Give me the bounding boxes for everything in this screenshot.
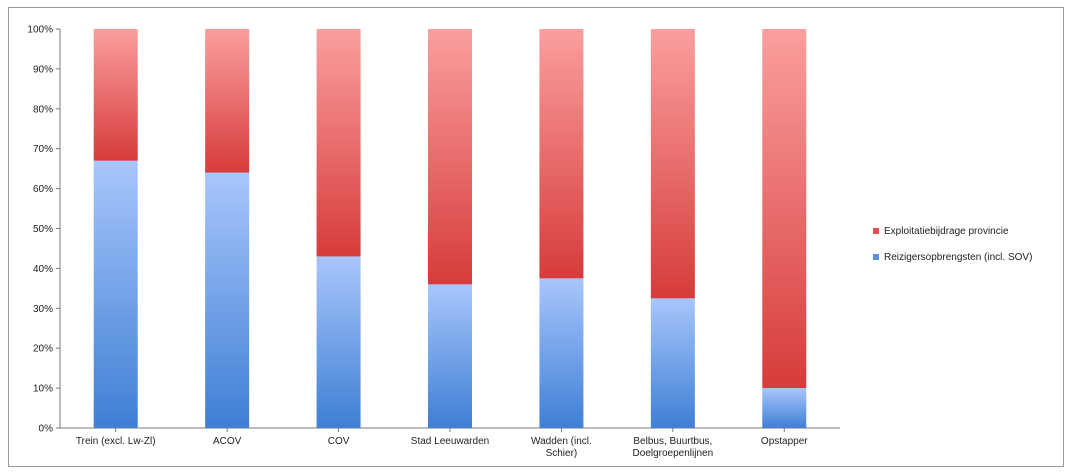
x-tick-label: Belbus, Buurtbus, [633,436,712,447]
bar-segment-reizigersopbrengsten [428,284,472,428]
y-tick-label: 20% [33,344,53,355]
bars [93,29,807,429]
bar-segment-exploitatiebijdrage [650,29,695,299]
y-tick-label: 50% [33,224,53,235]
y-tick-label: 90% [33,64,53,75]
legend-label: Exploitatiebijdrage provincie [884,226,1009,237]
y-tick-label: 10% [33,384,53,395]
bar-segment-exploitatiebijdrage [93,29,138,161]
y-tick-label: 100% [27,25,53,36]
x-tick-label: Doelgroepenlijnen [633,448,714,459]
legend-label: Reizigersopbrengsten (incl. SOV) [884,252,1032,263]
y-tick-label: 60% [33,184,53,195]
bar-segment-reizigersopbrengsten [650,298,695,428]
x-tick-label: COV [328,436,350,447]
y-tick-label: 0% [39,424,54,435]
bar-segment-exploitatiebijdrage [762,29,807,389]
legend-swatch [873,228,879,234]
x-tick-label: Stad Leeuwarden [411,436,489,447]
axes: 0% 10% 20% 30% 40% 50% 60% 70% 80% 90% 100% [27,25,840,435]
y-tick-label: 30% [33,304,53,315]
bar-segment-exploitatiebijdrage [539,29,584,279]
bar-segment-reizigersopbrengsten [316,256,361,428]
bar-segment-reizigersopbrengsten [539,278,584,428]
x-tick-label: ACOV [213,436,242,447]
x-tick-label: Wadden (incl. [531,436,592,447]
y-tick-label: 80% [33,104,53,115]
legend: Exploitatiebijdrage provincie Reizigersop… [873,226,1032,263]
chart-frame [8,7,1064,467]
bar-segment-reizigersopbrengsten [93,160,138,429]
bar-segment-exploitatiebijdrage [316,29,361,257]
bar-segment-reizigersopbrengsten [762,388,807,428]
bar-segment-exploitatiebijdrage [205,29,250,173]
x-tick-label: Trein (excl. Lw-Zl) [76,436,156,447]
x-tick-label: Opstapper [761,436,808,447]
y-tick-label: 70% [33,144,53,155]
bar-segment-exploitatiebijdrage [428,29,472,285]
y-tick-label: 40% [33,264,53,275]
x-tick-label: Schier) [546,448,578,459]
bar-segment-reizigersopbrengsten [205,172,250,428]
category-labels: Trein (excl. Lw-Zl) ACOV COV Stad Leeuwarde… [76,428,808,459]
legend-swatch [873,254,879,260]
